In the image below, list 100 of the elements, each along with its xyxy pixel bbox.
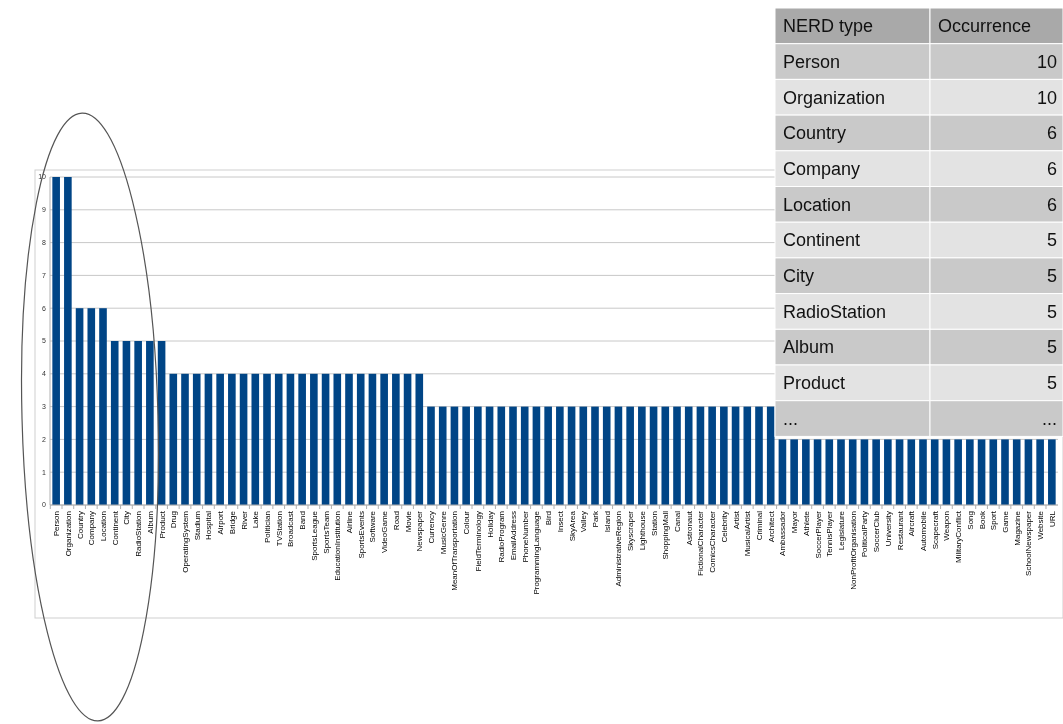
x-tick-label: Drug: [169, 511, 179, 529]
bar: [251, 373, 260, 505]
annotation: ...: [1041, 408, 1057, 429]
bar: [204, 373, 213, 505]
bar: [989, 439, 998, 505]
bar: [99, 308, 107, 505]
annotation: Company: [783, 158, 861, 179]
bar: [110, 341, 119, 505]
bar: [520, 406, 529, 505]
bar: [1024, 439, 1033, 505]
bar: [802, 439, 810, 505]
x-tick-label: FictionalCharacter: [696, 510, 706, 576]
x-tick-label: Software: [368, 510, 378, 543]
bar: [427, 406, 435, 505]
x-tick-label: OperatingSystem: [181, 510, 191, 573]
x-tick-label: Canal: [673, 510, 682, 532]
x-tick-label: Organization: [63, 511, 73, 557]
annotation: 6: [1046, 158, 1057, 179]
text: 10: [1036, 87, 1057, 108]
x-tick-label: Scapecraft: [930, 510, 940, 550]
x-tick-label: FieldTerminology: [473, 511, 483, 572]
x-tick-label: Island: [602, 511, 612, 533]
x-tick-label: Ambassador: [778, 510, 788, 556]
x-tick-label: VideoGame: [380, 510, 390, 554]
bar: [567, 406, 576, 505]
x-tick-label: Legislature: [837, 510, 846, 551]
x-tick-label: Automobile: [918, 510, 928, 552]
text: Person: [783, 51, 841, 72]
x-tick-label: University: [883, 511, 893, 547]
bar: [1036, 439, 1044, 505]
bar: [977, 439, 986, 505]
bar: [392, 373, 400, 505]
x-tick-label: MeanOfTransportation: [450, 511, 460, 591]
x-tick-label: Colour: [462, 510, 472, 535]
x-tick-label: ShoppingMall: [661, 510, 671, 560]
text: 10: [1036, 51, 1057, 72]
x-tick-label: TVStation: [274, 511, 284, 547]
bar: [848, 439, 857, 505]
x-tick-label: SportsLeague: [309, 510, 319, 561]
x-tick-label: MusicGenre: [438, 510, 448, 555]
bar: [919, 439, 927, 505]
bar: [356, 373, 365, 505]
x-tick-label: Station: [649, 511, 659, 536]
annotation: RadioStation: [783, 301, 887, 322]
bar: [813, 439, 822, 505]
x-tick-label: Astronaut: [684, 510, 694, 546]
bar: [228, 373, 236, 505]
bar: [274, 373, 283, 505]
bar: [684, 406, 693, 505]
bar: [532, 406, 541, 505]
x-tick-label: Newspaper: [415, 510, 425, 552]
x-tick-label: EmailAddress: [509, 511, 518, 561]
bar: [708, 406, 716, 505]
bar: [930, 439, 939, 505]
bar: [415, 373, 424, 505]
bar: [216, 373, 224, 505]
x-tick-label: Website: [1036, 510, 1046, 540]
x-tick-label: PhoneNumber: [520, 510, 530, 563]
x-tick-label: Park: [591, 510, 600, 528]
x-tick-label: Broadcast: [286, 510, 296, 548]
bar: [907, 439, 916, 505]
x-tick-label: Stadium: [192, 510, 202, 541]
x-tick-label: URL: [1047, 510, 1057, 528]
bar: [310, 373, 318, 505]
x-tick-label: SoccerClub: [872, 510, 882, 553]
bar: [766, 406, 775, 505]
x-tick-label: Celebrity: [719, 511, 729, 543]
x-tick-label: RadioProgram: [497, 510, 507, 563]
bar: [368, 373, 377, 505]
x-tick-label: PoliticalParty: [860, 511, 870, 558]
annotation: Product: [783, 373, 846, 394]
x-tick-label: River: [239, 510, 249, 530]
bar: [895, 439, 904, 505]
bar: [825, 439, 834, 505]
bar: [661, 406, 670, 505]
bar: [1048, 439, 1056, 505]
bar: [286, 373, 295, 505]
bar: [1012, 439, 1021, 505]
bar: [64, 177, 72, 505]
x-tick-label: Song: [965, 511, 975, 530]
bar: [942, 439, 951, 505]
annotation: 5: [1046, 301, 1057, 322]
annotation: 5: [1046, 230, 1057, 251]
bar: [755, 406, 763, 505]
bar: [239, 373, 248, 505]
bar: [626, 406, 634, 505]
annotation: City: [783, 266, 814, 287]
bar: [380, 373, 388, 505]
x-tick-label: EducationInstitution: [333, 511, 343, 581]
bar: [966, 439, 974, 505]
x-tick-label: City: [122, 511, 132, 525]
bar: [485, 406, 494, 505]
annotation: Album: [783, 337, 835, 358]
x-tick-label: Continent: [110, 510, 120, 546]
x-tick-label: Country: [75, 511, 85, 540]
x-tick-label: Restaurant: [895, 510, 905, 551]
bar: [556, 406, 564, 505]
bar: [333, 373, 342, 505]
annotation: Continent: [783, 230, 861, 251]
bar: [837, 439, 845, 505]
